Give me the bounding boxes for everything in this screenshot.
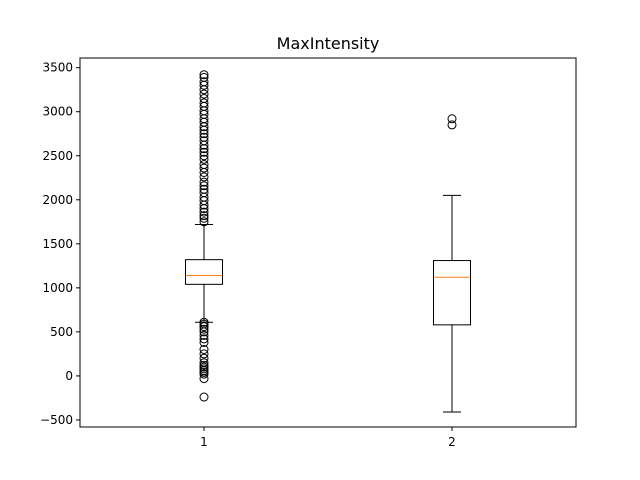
outlier-point <box>199 345 209 355</box>
y-tick-label: 500 <box>50 325 73 339</box>
outlier-point <box>199 358 209 368</box>
plot-area: −500 0 500 1000 1500 2000 2500 3000 3500 1 2 <box>40 61 471 449</box>
y-tick-label: −500 <box>40 413 73 427</box>
outlier-point <box>199 98 209 108</box>
outlier-point <box>199 184 209 194</box>
outlier-point <box>199 349 209 359</box>
x-tick-label: 2 <box>448 435 456 449</box>
outlier-point <box>199 207 209 217</box>
y-tick-label: 2500 <box>42 149 73 163</box>
box-iqr <box>433 260 471 326</box>
outlier-point <box>447 114 457 124</box>
x-tick-label: 1 <box>200 435 208 449</box>
axes-frame <box>79 57 577 428</box>
outlier-point <box>199 160 209 170</box>
y-tick-label: 3000 <box>42 105 73 119</box>
outlier-point <box>199 330 209 340</box>
outlier-point <box>199 324 209 334</box>
y-tick-label: 0 <box>65 369 73 383</box>
outlier-point <box>199 217 209 227</box>
outlier-point <box>199 77 209 87</box>
outlier-point <box>199 89 209 99</box>
outlier-point <box>199 177 209 187</box>
outlier-point <box>199 70 209 80</box>
outlier-point <box>199 188 209 198</box>
outlier-point <box>199 317 209 327</box>
outlier-point <box>199 322 209 332</box>
outlier-point <box>199 129 209 139</box>
y-tick-label: 3500 <box>42 61 73 75</box>
outlier-point <box>199 360 209 370</box>
outlier-point <box>199 132 209 142</box>
outlier-point <box>199 211 209 221</box>
box-iqr <box>185 259 223 285</box>
outlier-point <box>199 147 209 157</box>
outlier-point <box>199 353 209 363</box>
outlier-point <box>199 151 209 161</box>
outlier-point <box>199 213 209 223</box>
outlier-point <box>199 136 209 146</box>
chart-title: MaxIntensity <box>277 34 380 53</box>
outlier-point <box>447 120 457 130</box>
outlier-point <box>199 154 209 164</box>
y-tick-label: 1000 <box>42 281 73 295</box>
outlier-point <box>199 172 209 182</box>
outlier-point <box>199 392 209 402</box>
outlier-point <box>199 94 209 104</box>
y-tick-label: 1500 <box>42 237 73 251</box>
outlier-point <box>199 334 209 344</box>
outlier-point <box>199 181 209 191</box>
outlier-point <box>199 163 209 173</box>
outlier-point <box>199 72 209 82</box>
outlier-point <box>199 337 209 347</box>
y-tick-label: 2000 <box>42 193 73 207</box>
